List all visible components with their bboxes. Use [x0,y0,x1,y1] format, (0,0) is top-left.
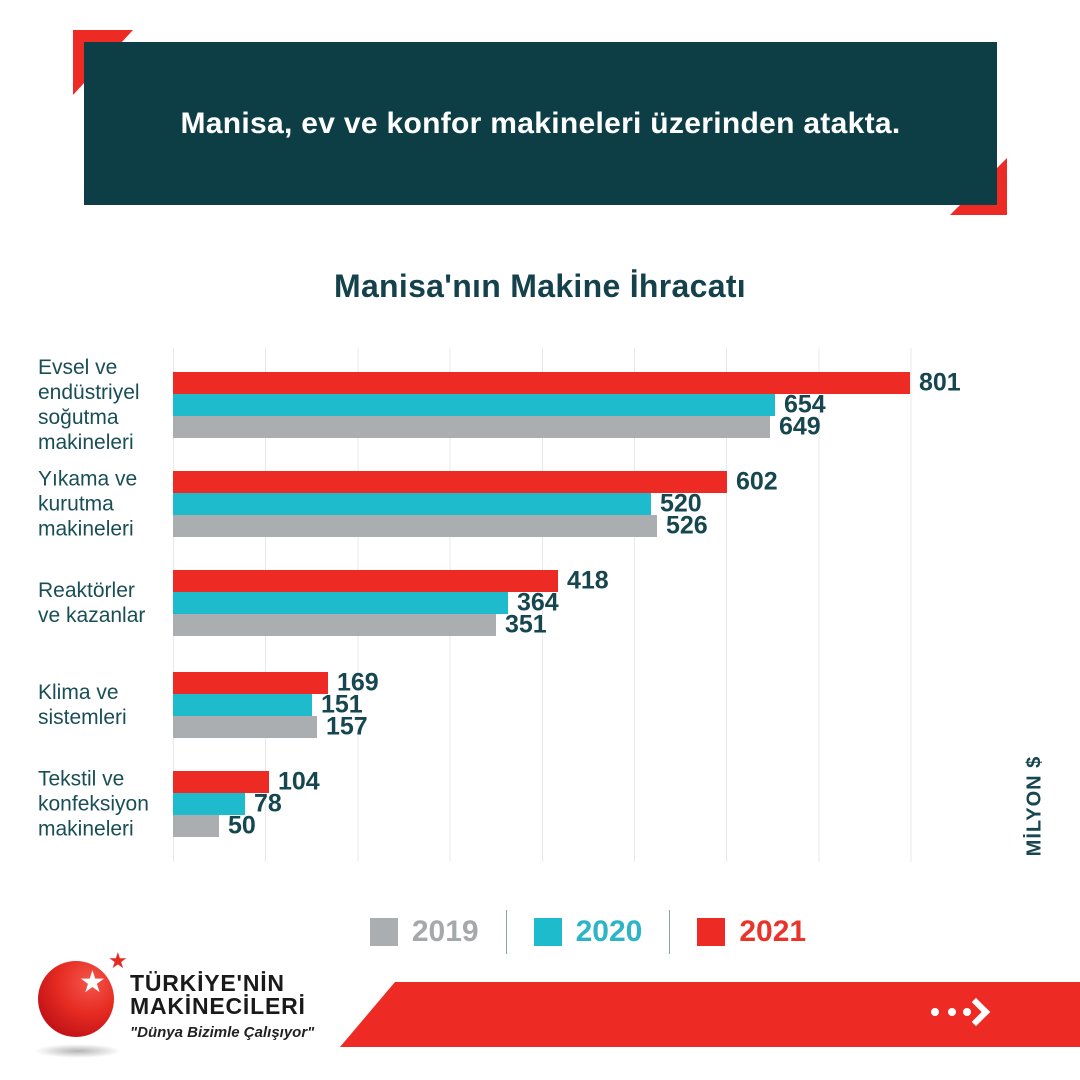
category-label: Tekstil ve konfeksiyon makineleri [38,767,149,841]
legend-label: 2021 [739,915,807,948]
bar-value-label: 654 [784,390,826,419]
bar-value-label: 157 [326,712,368,741]
bar-value-label: 602 [736,467,778,496]
bar-value-label: 364 [517,588,559,617]
bar-2020: 520 [173,490,702,518]
logo-text-block: TÜRKİYE'NİN MAKİNECİLERİ "Dünya Bizimle … [130,970,315,1041]
bar-2019: 526 [173,512,708,540]
category-label: Reaktörler ve kazanlar [38,579,146,627]
bar-2021: 169 [173,669,379,697]
legend-swatch-icon [369,918,398,946]
logo-tagline: "Dünya Bizimle Çalışıyor" [130,1024,315,1041]
chart-legend: 2019 2020 2021 [173,908,1003,956]
bar-2021: 104 [173,768,320,796]
category-label: Evsel ve endüstriyel soğutma makineleri [38,356,140,454]
bar-2021: 418 [173,567,609,595]
bar-value-label: 151 [321,690,363,719]
bar-2020: 654 [173,391,826,419]
category-label: Klima ve sistemleri [38,681,127,729]
star-icon: ★ [108,948,128,973]
bar-value-label: 801 [919,368,961,397]
legend-divider [505,910,507,954]
bar-value-label: 104 [278,767,320,796]
header-title: Manisa, ev ve konfor makineleri üzerinde… [180,106,901,140]
bar-value-label: 50 [228,811,256,840]
logo-shadow [34,1044,122,1058]
legend-label: 2020 [575,915,643,948]
chart-title: Manisa'nın Makine İhracatı [334,268,746,304]
axis-unit-label: MİLYON $ [1023,755,1046,857]
bar-2020: 151 [173,691,363,719]
bar-value-label: 351 [505,610,547,639]
bar-value-label: 649 [779,412,821,441]
legend-item-2020: 2020 [533,915,643,949]
star-icon: ★ [79,966,106,999]
bar-2021: 801 [173,369,961,397]
next-banner-button[interactable] [340,982,1080,1047]
legend-item-2021: 2021 [697,915,806,949]
bar-value-label: 169 [337,668,379,697]
ellipsis-dot-icon [948,1008,956,1016]
bar-2021: 602 [173,468,778,496]
legend-swatch-icon [697,918,726,946]
logo-sphere [38,961,114,1037]
bar-value-label: 78 [254,789,282,818]
bar-value-label: 520 [660,489,702,518]
header-banner: Manisa, ev ve konfor makineleri üzerinde… [84,42,997,205]
logo-line-1: TÜRKİYE'NİN [130,970,285,996]
legend-divider [669,910,671,954]
bar-value-label: 418 [567,566,609,595]
chevron-right-icon [961,997,991,1027]
bar-2020: 364 [173,589,559,617]
bar-2020: 78 [173,790,282,818]
plot-area: 801 654 649 602 520 526 418 364 351 169 151 157 104 7… [173,348,1003,862]
legend-item-2019: 2019 [369,915,479,949]
bar-2019: 649 [173,413,821,441]
legend-swatch-icon [533,918,562,946]
bar-2019: 351 [173,611,547,639]
bar-value-label: 526 [666,511,708,540]
ellipsis-dot-icon [963,1008,971,1016]
category-label: Yıkama ve kurutma makineleri [38,467,138,541]
bar-2019: 50 [173,812,256,840]
legend-label: 2019 [411,915,479,948]
logo-line-2: MAKİNECİLERİ [130,993,306,1019]
bar-2019: 157 [173,713,368,741]
ellipsis-dot-icon [931,1008,939,1016]
